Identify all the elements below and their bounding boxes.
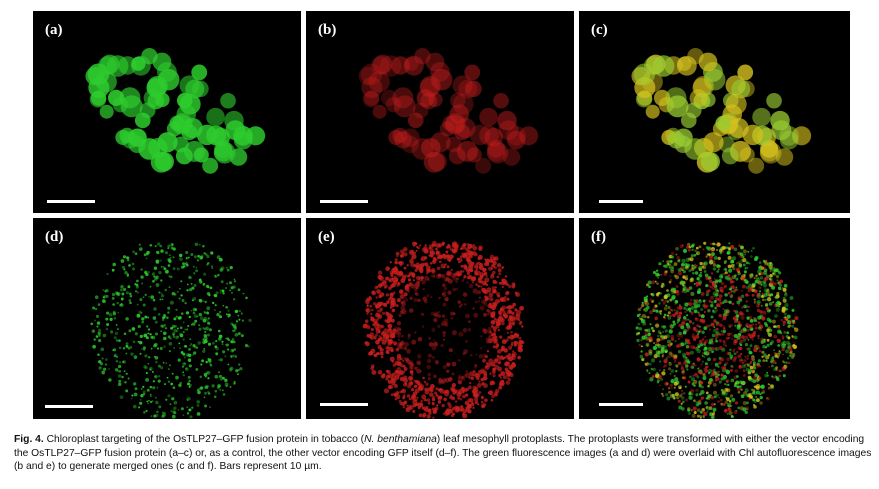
caption-fig-label: Fig. 4.	[14, 434, 44, 445]
micrograph-merged-diffuse	[635, 241, 799, 419]
panel-d: (d)	[33, 218, 301, 419]
panel-e: (e)	[306, 218, 574, 419]
caption-text-before: Chloroplast targeting of the OsTLP27–GFP…	[43, 434, 365, 445]
scale-bar	[45, 405, 93, 408]
caption-species: N. benthamiana	[364, 434, 437, 445]
figure-caption: Fig. 4. Chloroplast targeting of the OsT…	[14, 433, 874, 474]
scale-bar	[320, 200, 368, 203]
micrograph-green-diffuse	[90, 242, 252, 419]
micrograph-green-chloroplasts	[85, 47, 266, 174]
panel-label: (a)	[45, 22, 63, 38]
panel-label: (f)	[591, 229, 606, 245]
scale-bar	[320, 403, 368, 406]
scale-bar	[47, 200, 95, 203]
scale-bar	[599, 200, 643, 203]
micrograph-red-chloroplasts	[358, 47, 539, 174]
panel-label: (b)	[318, 22, 337, 38]
micrograph-merged-chloroplasts	[631, 47, 812, 174]
caption-text-after: ) leaf mesophyll protoplasts. The protop…	[14, 434, 872, 473]
scale-bar	[599, 403, 643, 406]
panel-b: (b)	[306, 11, 574, 213]
panel-label: (e)	[318, 229, 335, 245]
panel-label: (c)	[591, 22, 608, 38]
panel-a: (a)	[33, 11, 301, 213]
panel-c: (c)	[579, 11, 850, 213]
figure-grid: (a) (b) (c) (d) (e) (f)	[33, 11, 850, 419]
micrograph-red-diffuse	[362, 240, 525, 419]
panel-f: (f)	[579, 218, 850, 419]
panel-label: (d)	[45, 229, 64, 245]
